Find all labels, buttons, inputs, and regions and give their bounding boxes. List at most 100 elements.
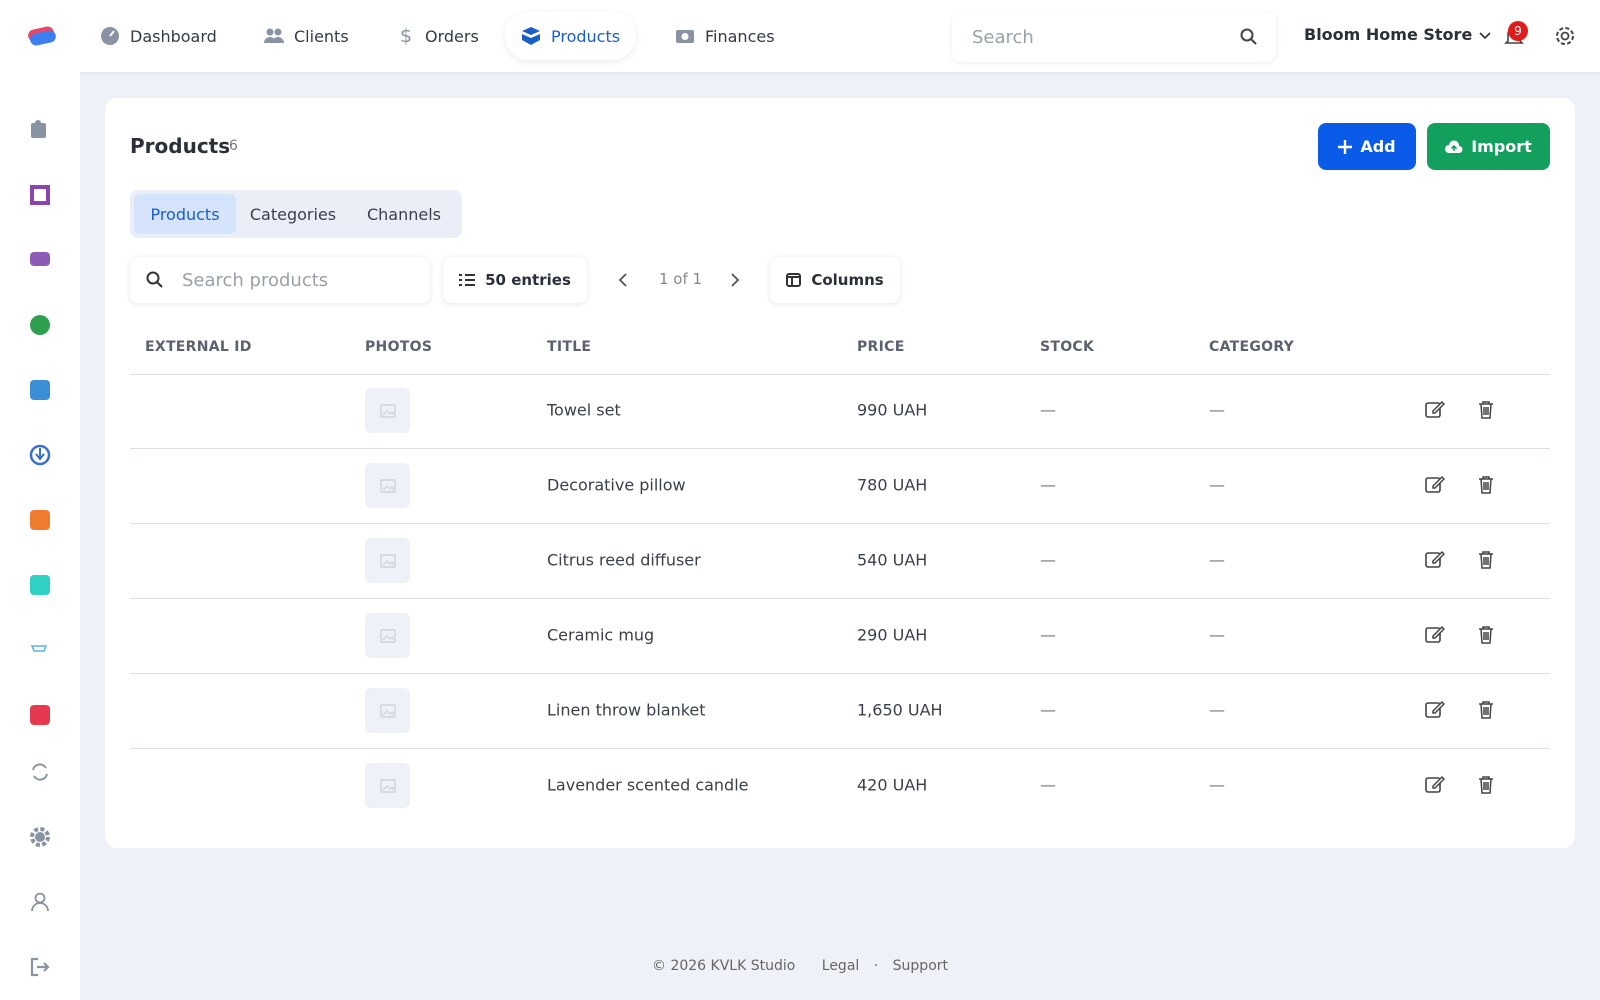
product-search[interactable]: Search products <box>130 257 430 303</box>
sidebar-icon <box>30 957 50 977</box>
sidebar-icon <box>31 892 49 912</box>
sidebar-item[interactable] <box>28 890 52 914</box>
entries-select[interactable]: 50 entries <box>443 257 587 303</box>
sidebar-item[interactable] <box>28 825 52 849</box>
delete-button[interactable] <box>1477 700 1495 724</box>
delete-button[interactable] <box>1477 775 1495 799</box>
cell-category: — <box>1209 550 1225 570</box>
nav-label: Clients <box>294 26 349 46</box>
top-bar: Search Bloom Home Store 9 Dashboard Clien… <box>0 0 1600 72</box>
tab[interactable]: Products <box>134 194 236 234</box>
search-placeholder: Search <box>972 26 1034 48</box>
cell-stock: — <box>1040 400 1056 420</box>
search-icon <box>146 271 163 288</box>
cell-category: — <box>1209 400 1225 420</box>
sidebar-item[interactable] <box>28 183 52 207</box>
cell-category: — <box>1209 775 1225 795</box>
prev-page[interactable] <box>617 272 629 288</box>
next-page[interactable] <box>729 272 741 288</box>
row-divider <box>130 598 1550 599</box>
image-icon <box>379 703 396 718</box>
image-icon <box>379 403 396 418</box>
logo[interactable] <box>26 24 58 48</box>
sidebar-item[interactable] <box>28 378 52 402</box>
tab[interactable]: Categories <box>249 204 337 224</box>
cell-stock: — <box>1040 475 1056 495</box>
sidebar-item[interactable] <box>28 118 52 142</box>
edit-button[interactable] <box>1425 475 1446 499</box>
edit-button[interactable] <box>1425 625 1446 649</box>
sidebar-item[interactable] <box>28 760 52 784</box>
sidebar-item[interactable] <box>28 573 52 597</box>
columns-icon <box>786 273 802 287</box>
cell-title: Lavender scented candle <box>547 775 749 795</box>
columns-label: Columns <box>811 271 884 289</box>
row-divider <box>130 448 1550 449</box>
nav-label: Dashboard <box>130 26 217 46</box>
cell-title: Decorative pillow <box>547 475 686 495</box>
delete-icon <box>1479 776 1493 794</box>
sidebar-icon <box>29 444 51 466</box>
nav-icon <box>676 30 694 43</box>
pagination-text: 1 of 1 <box>659 270 703 288</box>
delete-icon <box>1479 401 1493 419</box>
nav-item[interactable]: $ Orders <box>379 12 495 60</box>
nav-icon <box>101 27 119 45</box>
global-search[interactable]: Search <box>952 12 1276 62</box>
delete-button[interactable] <box>1477 475 1495 499</box>
column-header: PRICE <box>857 339 905 355</box>
sidebar-item[interactable] <box>28 508 52 532</box>
settings-icon[interactable] <box>1553 24 1577 48</box>
sidebar-item[interactable] <box>28 313 52 337</box>
tab-bar: Products Categories Channels <box>130 190 462 238</box>
sidebar-icon <box>30 380 50 400</box>
sidebar <box>0 72 80 1000</box>
sidebar-item[interactable] <box>28 443 52 467</box>
sidebar-icon <box>30 315 50 335</box>
row-divider <box>130 374 1550 375</box>
import-button[interactable]: Import <box>1427 123 1550 170</box>
tab[interactable]: Channels <box>366 204 442 224</box>
column-header: TITLE <box>547 339 592 355</box>
image-icon <box>379 553 396 568</box>
copyright: © 2026 KVLK Studio <box>652 958 796 974</box>
nav-label: Orders <box>425 26 479 46</box>
nav-item[interactable]: Products <box>505 12 637 60</box>
sidebar-item[interactable] <box>28 955 52 979</box>
nav-item[interactable]: Dashboard <box>84 12 233 60</box>
delete-button[interactable] <box>1477 550 1495 574</box>
sidebar-item[interactable] <box>28 638 52 662</box>
plus-icon <box>1338 139 1353 154</box>
row-divider <box>130 673 1550 674</box>
svg-text:$: $ <box>400 26 412 46</box>
delete-button[interactable] <box>1477 400 1495 424</box>
image-icon <box>379 478 396 493</box>
sidebar-icon <box>30 827 50 847</box>
edit-icon <box>1425 400 1446 418</box>
add-button[interactable]: Add <box>1318 123 1416 170</box>
cell-category: — <box>1209 625 1225 645</box>
page-title: Products <box>130 134 231 158</box>
edit-button[interactable] <box>1425 550 1446 574</box>
edit-button[interactable] <box>1425 775 1446 799</box>
store-name: Bloom Home Store <box>1304 25 1473 44</box>
sidebar-icon <box>30 185 50 205</box>
legal-link[interactable]: Legal <box>821 958 860 974</box>
store-selector[interactable]: Bloom Home Store <box>1304 25 1492 44</box>
support-link[interactable]: Support <box>892 958 948 974</box>
delete-button[interactable] <box>1477 625 1495 649</box>
cell-category: — <box>1209 475 1225 495</box>
nav-item[interactable]: Clients <box>248 12 365 60</box>
column-header: PHOTOS <box>365 339 433 355</box>
columns-button[interactable]: Columns <box>770 257 900 303</box>
sidebar-item[interactable] <box>28 248 52 272</box>
edit-button[interactable] <box>1425 700 1446 724</box>
sidebar-item[interactable] <box>28 703 52 727</box>
products-card: Products 6 Add Import Products Categories… <box>105 98 1575 848</box>
import-label: Import <box>1471 137 1532 156</box>
cell-price: 420 UAH <box>857 775 928 795</box>
edit-button[interactable] <box>1425 400 1446 424</box>
nav-item[interactable]: Finances <box>659 12 791 60</box>
sidebar-icon <box>30 510 50 530</box>
